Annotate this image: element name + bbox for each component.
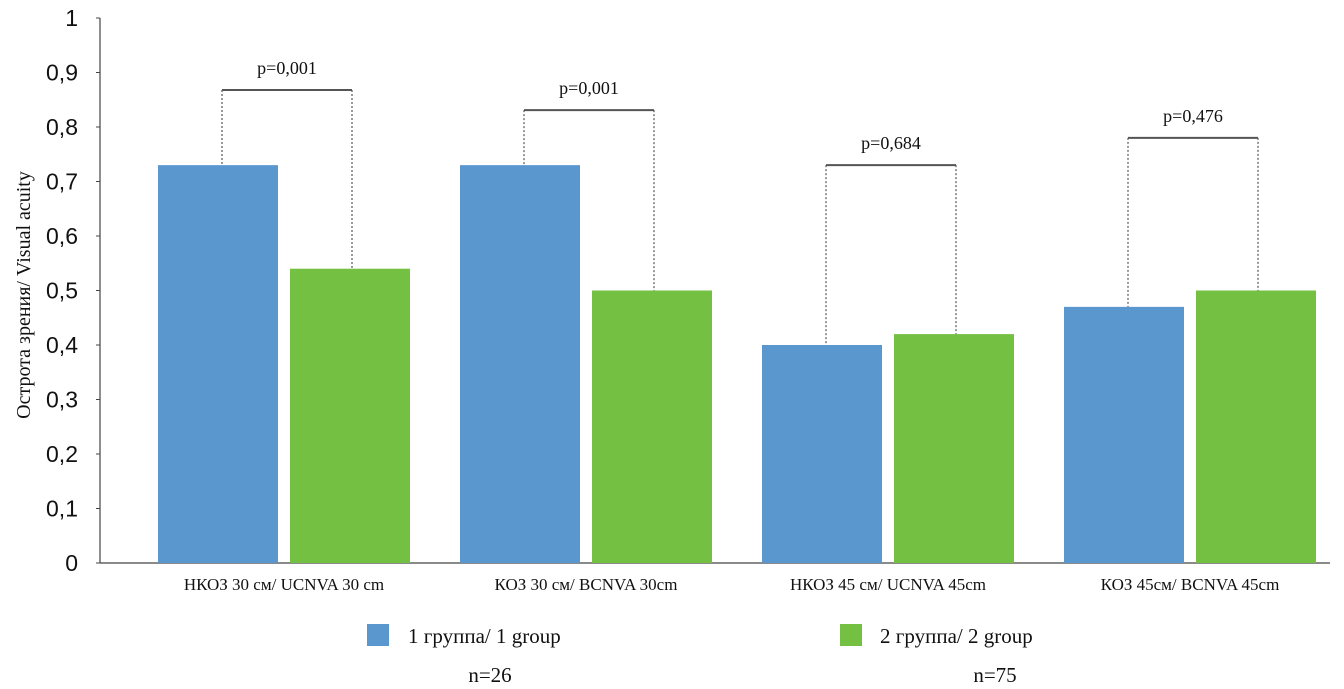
x-tick-label: КОЗ 30 см/ BCNVA 30cm bbox=[495, 575, 678, 594]
legend-swatch-2 bbox=[840, 624, 862, 646]
y-tick-label: 0,6 bbox=[46, 223, 78, 249]
y-axis-title: Острота зрения/ Visual acuity bbox=[13, 171, 35, 419]
bar-1-1 bbox=[158, 165, 278, 563]
y-tick-label: 0,7 bbox=[46, 169, 78, 195]
p-value-label: p=0,476 bbox=[1163, 106, 1223, 126]
legend-n-2: n=75 bbox=[973, 663, 1016, 687]
y-tick-label: 0,8 bbox=[46, 114, 78, 140]
p-value-label: p=0,001 bbox=[257, 58, 317, 78]
y-tick-label: 0 bbox=[65, 550, 78, 576]
y-tick-label: 0,1 bbox=[46, 496, 78, 522]
bar-2-2 bbox=[592, 290, 712, 563]
legend-label-1: 1 группа/ 1 group bbox=[408, 624, 561, 648]
bar-2-4 bbox=[1196, 290, 1316, 563]
bar-1-2 bbox=[460, 165, 580, 563]
y-tick-label: 0,3 bbox=[46, 387, 78, 413]
legend-label-2: 2 группа/ 2 group bbox=[880, 624, 1033, 648]
axes: 0 0,1 0,2 0,3 0,4 0,5 0,6 0,7 0,8 0,9 1 НКОЗ 30 см/… bbox=[46, 5, 1330, 594]
y-tick-label: 0,2 bbox=[46, 441, 78, 467]
y-tick-label: 0,4 bbox=[46, 332, 78, 358]
bar-2-1 bbox=[290, 268, 410, 563]
bars bbox=[158, 165, 1316, 563]
x-tick-label: КОЗ 45см/ BCNVA 45cm bbox=[1101, 575, 1280, 594]
y-tick-label: 0,9 bbox=[46, 60, 78, 86]
p-value-label: p=0,001 bbox=[559, 78, 619, 98]
legend: 1 группа/ 1 group n=26 2 группа/ 2 group n=… bbox=[367, 624, 1033, 687]
bar-2-3 bbox=[894, 334, 1014, 563]
bar-1-3 bbox=[762, 345, 882, 563]
y-tick-label: 0,5 bbox=[46, 278, 78, 304]
legend-swatch-1 bbox=[367, 624, 389, 646]
p-value-label: p=0,684 bbox=[861, 133, 921, 153]
x-tick-label: НКОЗ 45 см/ UCNVA 45cm bbox=[790, 575, 986, 594]
y-tick-label: 1 bbox=[65, 5, 78, 31]
x-tick-label: НКОЗ 30 см/ UCNVA 30 cm bbox=[184, 575, 384, 594]
bar-1-4 bbox=[1064, 306, 1184, 563]
legend-n-1: n=26 bbox=[468, 663, 511, 687]
significance-annotations: p=0,001 p=0,001 p=0,684 p=0,476 bbox=[221, 58, 1259, 345]
